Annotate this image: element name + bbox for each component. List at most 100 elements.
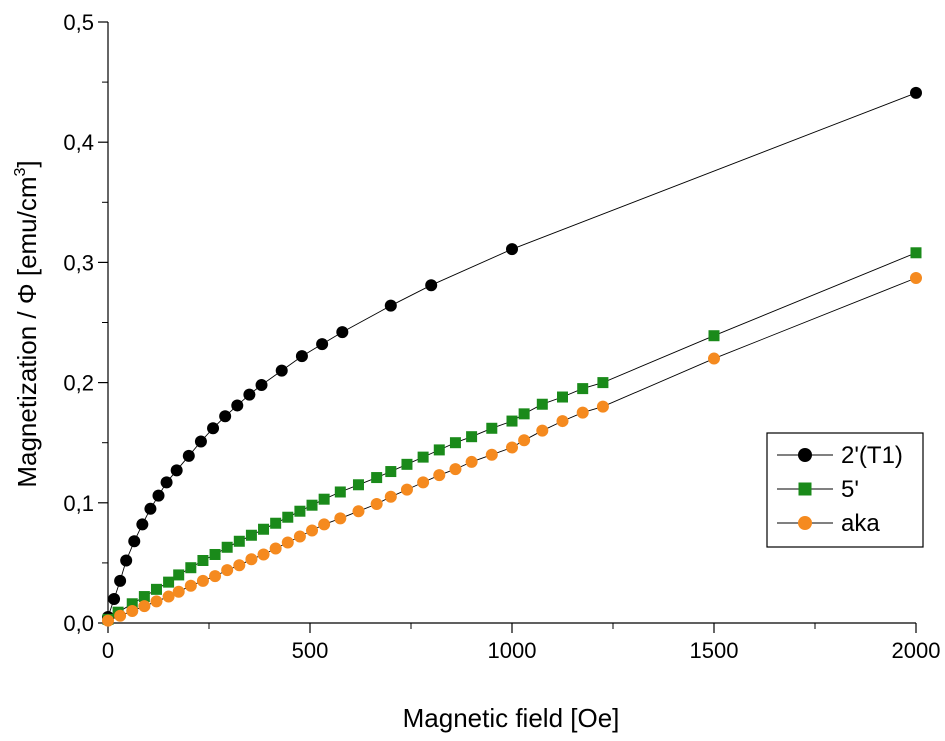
data-point <box>282 511 294 523</box>
data-point <box>126 598 138 610</box>
data-point <box>318 493 330 505</box>
data-point <box>433 469 446 482</box>
data-point <box>417 451 429 463</box>
legend-marker <box>798 482 812 496</box>
y-tick-label: 0,0 <box>63 611 94 636</box>
data-point <box>221 564 234 577</box>
y-tick-label: 0,3 <box>63 250 94 275</box>
data-point <box>258 523 270 535</box>
legend-box <box>766 432 924 548</box>
data-point <box>708 330 720 342</box>
y-tick-label: 0,5 <box>63 10 94 35</box>
data-point <box>506 441 518 454</box>
data-point <box>449 437 461 449</box>
data-point <box>120 554 133 567</box>
data-point <box>465 455 478 468</box>
data-point <box>114 609 127 622</box>
data-point <box>102 614 114 627</box>
data-point <box>196 574 209 587</box>
x-axis-title: Magnetic field [Oe] <box>403 703 620 733</box>
data-point <box>518 434 531 447</box>
data-point <box>293 530 306 543</box>
data-point <box>160 476 173 489</box>
y-tick-label: 0,2 <box>63 371 94 396</box>
data-point <box>194 435 207 448</box>
data-point <box>233 559 246 572</box>
data-point <box>371 472 383 484</box>
data-point <box>221 541 233 553</box>
data-point <box>306 499 318 511</box>
data-point <box>108 592 121 605</box>
x-tick-label: 0 <box>102 638 114 663</box>
data-point <box>577 383 589 395</box>
legend-label: 5' <box>841 476 859 503</box>
data-point <box>269 542 282 555</box>
x-tick-label: 1500 <box>690 638 739 663</box>
data-point <box>384 299 397 312</box>
y-axis-title: Magnetization / Φ [emu/cm3] <box>12 160 42 487</box>
data-point <box>506 415 518 427</box>
data-point <box>294 505 306 517</box>
y-tick-label: 0,4 <box>63 130 94 155</box>
data-point <box>128 535 141 548</box>
data-point <box>245 529 257 541</box>
data-point <box>370 498 383 511</box>
data-point <box>557 391 568 403</box>
data-point <box>197 554 209 566</box>
legend: 2'(T1) 5' aka <box>766 432 924 548</box>
data-point <box>245 553 258 566</box>
data-point <box>185 562 197 574</box>
legend-item: 2'(T1) <box>777 442 903 469</box>
data-point <box>556 415 569 428</box>
data-point <box>486 422 498 434</box>
data-point <box>144 502 157 515</box>
data-point <box>485 448 498 461</box>
data-point <box>255 379 268 392</box>
data-point <box>385 466 397 478</box>
data-point <box>425 279 438 292</box>
data-point <box>466 431 478 443</box>
y-axis-title-superscript: 3 <box>12 167 29 176</box>
data-point <box>126 604 139 617</box>
data-point <box>152 489 165 502</box>
x-tick-label: 500 <box>292 638 329 663</box>
legend-marker <box>798 516 812 530</box>
y-axis-ticks: 0,0 0,1 0,2 0,3 0,4 0,5 <box>63 10 108 636</box>
data-point <box>352 505 365 518</box>
data-point <box>597 377 609 389</box>
data-point <box>596 400 609 413</box>
legend-label: aka <box>841 510 880 537</box>
data-point <box>316 338 329 351</box>
data-point <box>352 479 364 491</box>
data-point <box>910 86 922 99</box>
data-point <box>182 449 195 462</box>
data-point <box>231 399 244 412</box>
data-point <box>270 517 282 529</box>
data-point <box>295 350 308 363</box>
x-tick-label: 1000 <box>488 638 537 663</box>
data-point <box>170 464 183 477</box>
data-point <box>336 326 349 339</box>
data-point <box>318 518 331 531</box>
legend-item: 5' <box>777 476 859 503</box>
data-point <box>209 570 222 583</box>
data-point <box>910 247 922 259</box>
data-point <box>243 388 256 401</box>
legend-label: 2'(T1) <box>841 442 903 469</box>
data-point <box>136 518 149 531</box>
y-axis-title-main: Magnetization / Φ [emu/cm <box>12 176 42 487</box>
data-point <box>138 591 150 603</box>
data-point <box>257 548 270 561</box>
data-point <box>172 585 185 598</box>
data-point <box>334 512 347 525</box>
data-point <box>576 406 589 419</box>
series-5 <box>102 247 922 625</box>
data-point <box>163 576 175 588</box>
data-point <box>150 595 163 608</box>
data-point <box>173 569 185 581</box>
series-aka <box>102 272 922 627</box>
data-point <box>281 536 294 549</box>
data-point <box>275 364 288 377</box>
data-point <box>401 458 413 470</box>
